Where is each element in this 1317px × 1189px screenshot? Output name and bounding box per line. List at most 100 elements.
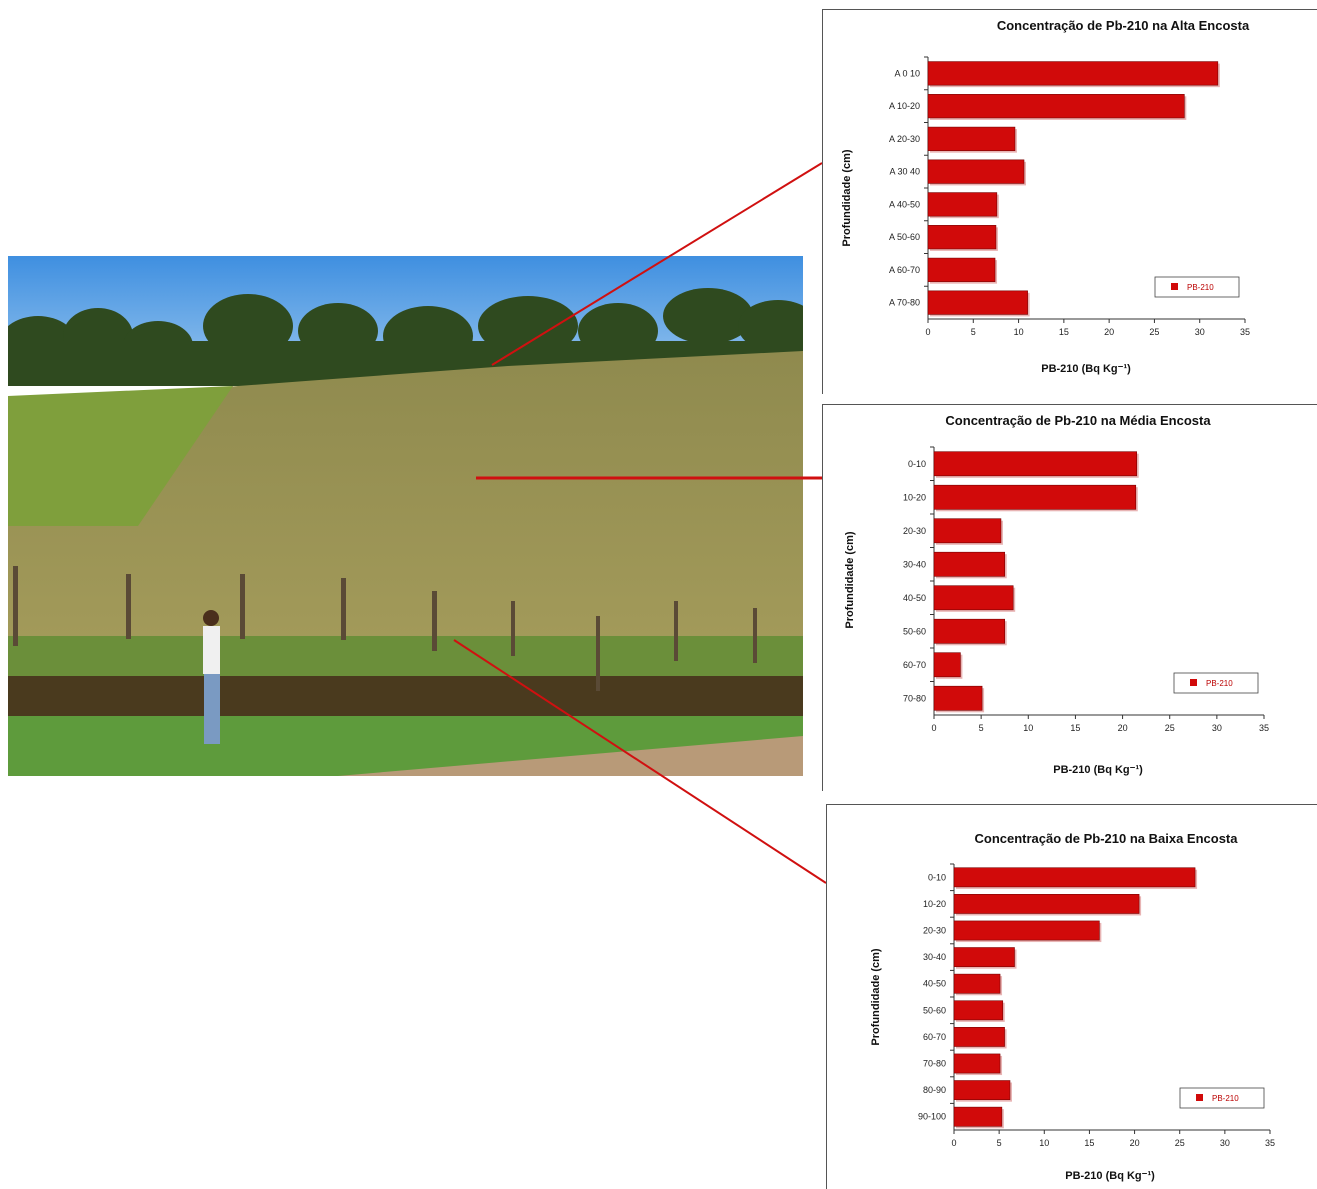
category-label: A 70-80 — [889, 298, 920, 308]
legend-box — [1179, 1087, 1265, 1109]
person — [203, 610, 220, 744]
legend-label: PB-210 — [1212, 1094, 1239, 1103]
legend-swatch — [1171, 283, 1178, 290]
bar — [927, 192, 998, 217]
x-tick-label: 10 — [1039, 1138, 1049, 1148]
x-tick-label: 10 — [1023, 723, 1033, 733]
category-label: 90-100 — [918, 1112, 946, 1122]
chart-title: Concentração de Pb-210 na Alta Encosta — [997, 18, 1250, 33]
bar — [933, 551, 1006, 577]
x-tick-label: 20 — [1118, 723, 1128, 733]
category-label: 50-60 — [903, 626, 926, 636]
category-label: A 50-60 — [889, 232, 920, 242]
category-label: A 40-50 — [889, 199, 920, 209]
bar — [933, 585, 1014, 611]
bar — [927, 159, 1025, 184]
category-label: 70-80 — [923, 1059, 946, 1069]
category-label: A 30 40 — [889, 167, 920, 177]
bar — [953, 920, 1100, 941]
x-tick-label: 0 — [931, 723, 936, 733]
category-label: 40-50 — [923, 979, 946, 989]
bar — [953, 1053, 1001, 1074]
y-axis-label: Profundidade (cm) — [870, 948, 882, 1046]
category-label: A 10-20 — [889, 101, 920, 111]
category-label: 30-40 — [903, 559, 926, 569]
bar — [953, 894, 1140, 914]
category-label: A 0 10 — [894, 68, 920, 78]
bar — [927, 61, 1219, 86]
chart-baixa-encosta: Concentração de Pb-210 na Baixa Encosta … — [870, 831, 1275, 1182]
x-tick-label: 5 — [979, 723, 984, 733]
x-tick-label: 35 — [1240, 327, 1250, 337]
x-axis-label: PB-210 (Bq Kg⁻¹) — [1053, 764, 1143, 776]
category-label: 10-20 — [903, 492, 926, 502]
bar — [933, 652, 961, 678]
hillslope-photo — [8, 256, 803, 776]
category-label: A 20-30 — [889, 134, 920, 144]
x-tick-label: 5 — [971, 327, 976, 337]
bar — [953, 947, 1015, 967]
category-label: A 60-70 — [889, 265, 920, 275]
x-tick-label: 0 — [951, 1138, 956, 1148]
bar — [927, 94, 1185, 119]
bar — [933, 685, 983, 711]
x-tick-label: 30 — [1195, 327, 1205, 337]
category-label: 0-10 — [928, 872, 946, 882]
legend-box — [1173, 672, 1259, 694]
x-axis-label: PB-210 (Bq Kg⁻¹) — [1041, 363, 1131, 375]
x-axis-label: PB-210 (Bq Kg⁻¹) — [1065, 1170, 1155, 1182]
bar — [927, 290, 1028, 315]
bar — [933, 451, 1138, 477]
chart-baixa-encosta-panel: Concentração de Pb-210 na Baixa Encosta … — [826, 804, 1317, 1189]
category-label: 10-20 — [923, 899, 946, 909]
category-label: 20-30 — [903, 526, 926, 536]
x-tick-label: 10 — [1014, 327, 1024, 337]
category-label: 30-40 — [923, 952, 946, 962]
category-label: 50-60 — [923, 1005, 946, 1015]
category-label: 60-70 — [923, 1032, 946, 1042]
x-tick-label: 30 — [1212, 723, 1222, 733]
category-label: 60-70 — [903, 660, 926, 670]
bar — [953, 973, 1001, 994]
chart-title: Concentração de Pb-210 na Baixa Encosta — [975, 831, 1239, 846]
bar — [953, 1080, 1011, 1100]
legend-box — [1154, 276, 1240, 298]
x-tick-label: 30 — [1220, 1138, 1230, 1148]
bar — [927, 225, 997, 250]
legend-label: PB-210 — [1187, 283, 1214, 292]
category-label: 70-80 — [903, 693, 926, 703]
bar — [953, 1106, 1003, 1127]
y-axis-label: Profundidade (cm) — [841, 149, 853, 247]
x-tick-label: 15 — [1084, 1138, 1094, 1148]
x-tick-label: 5 — [997, 1138, 1002, 1148]
bar — [933, 518, 1002, 544]
category-label: 40-50 — [903, 593, 926, 603]
x-tick-label: 25 — [1149, 327, 1159, 337]
chart-alta-encosta: Concentração de Pb-210 na Alta Encosta P… — [841, 18, 1250, 375]
bar — [927, 257, 996, 282]
category-label: 20-30 — [923, 926, 946, 936]
x-tick-label: 25 — [1165, 723, 1175, 733]
chart-media-encosta-panel: Concentração de Pb-210 na Média Encosta … — [822, 404, 1317, 791]
chart-media-encosta: Concentração de Pb-210 na Média Encosta … — [844, 413, 1269, 776]
category-label: 0-10 — [908, 459, 926, 469]
legend-swatch — [1196, 1094, 1203, 1101]
x-tick-label: 0 — [925, 327, 930, 337]
x-tick-label: 25 — [1175, 1138, 1185, 1148]
legend-swatch — [1190, 679, 1197, 686]
chart-title: Concentração de Pb-210 na Média Encosta — [945, 413, 1211, 428]
hillslope — [8, 351, 803, 696]
legend-label: PB-210 — [1206, 679, 1233, 688]
y-axis-label: Profundidade (cm) — [844, 531, 856, 629]
x-tick-label: 20 — [1130, 1138, 1140, 1148]
bar — [933, 618, 1006, 644]
x-tick-label: 15 — [1070, 723, 1080, 733]
x-tick-label: 35 — [1265, 1138, 1275, 1148]
bar — [953, 867, 1196, 888]
x-tick-label: 15 — [1059, 327, 1069, 337]
category-label: 80-90 — [923, 1085, 946, 1095]
soil-bank — [8, 676, 803, 721]
x-tick-label: 35 — [1259, 723, 1269, 733]
x-tick-label: 20 — [1104, 327, 1114, 337]
green-pasture — [8, 386, 233, 526]
